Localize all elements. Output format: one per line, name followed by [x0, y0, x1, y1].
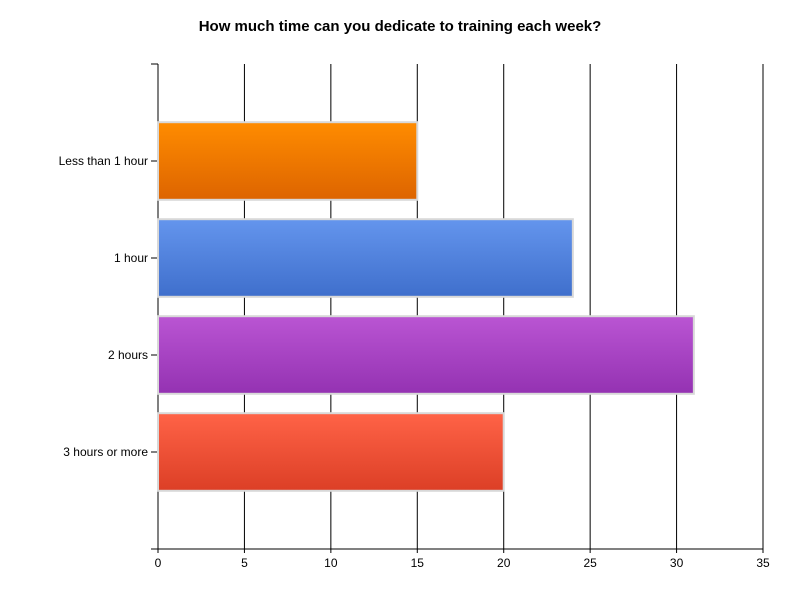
x-tick-label: 15	[411, 556, 425, 570]
bar	[157, 121, 419, 201]
tick-labels: 0 5 10 15 20 25 30 35 Less than 1 hour 1 hour 2 ho…	[59, 154, 770, 570]
x-tick-label: 5	[241, 556, 248, 570]
bar	[157, 218, 574, 298]
y-tick-label: 1 hour	[114, 251, 148, 265]
x-tick-label: 20	[497, 556, 511, 570]
chart-title: How much time can you dedicate to traini…	[198, 18, 602, 35]
bar	[157, 412, 505, 492]
x-tick-label: 30	[670, 556, 684, 570]
y-tick-label: 3 hours or more	[63, 445, 148, 459]
y-tick-label: Less than 1 hour	[59, 154, 148, 168]
x-tick-label: 0	[155, 556, 162, 570]
x-tick-label: 25	[583, 556, 597, 570]
x-tick-label: 10	[324, 556, 338, 570]
bars	[157, 121, 695, 492]
x-tick-label: 35	[756, 556, 770, 570]
y-tick-label: 2 hours	[108, 348, 148, 362]
bar	[157, 315, 695, 395]
